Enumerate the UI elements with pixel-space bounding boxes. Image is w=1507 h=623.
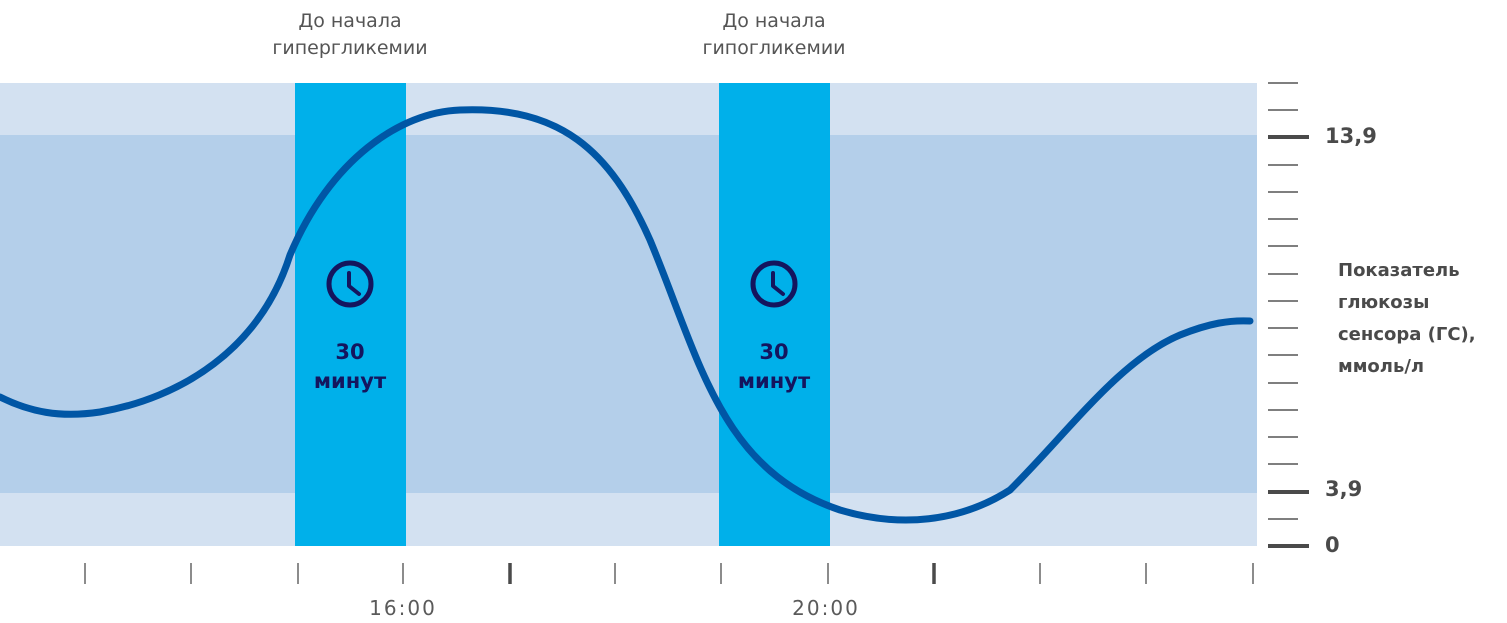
x-axis-ticks — [84, 563, 1254, 584]
y-axis-title: Показатель глюкозы сенсора (ГС), ммоль/л — [1338, 255, 1506, 383]
hyperglycemia-window-label: До начала гипергликемии — [230, 8, 470, 62]
hyperglycemia-duration-value: 30 — [335, 340, 365, 364]
x-label-20-00: 20:00 — [792, 596, 860, 620]
x-label-16-00: 16:00 — [369, 596, 437, 620]
clock-icon — [750, 260, 798, 308]
hypoglycemia-label-line1: До начала — [722, 10, 826, 32]
hypoglycemia-duration: 30 минут — [719, 338, 829, 396]
hyperglycemia-alert-window — [295, 83, 406, 546]
hyperglycemia-label-line2: гипергликемии — [272, 37, 428, 59]
y-axis-title-line2: глюкозы — [1338, 292, 1430, 313]
sensor-glucose-curve — [0, 106, 1254, 524]
hypoglycemia-duration-value: 30 — [759, 340, 789, 364]
y-axis-title-line3: сенсора (ГС), — [1338, 324, 1476, 345]
hyperglycemia-duration-unit: минут — [313, 369, 387, 393]
hyperglycemia-label-line1: До начала — [298, 10, 402, 32]
hypoglycemia-window-label: До начала гипогликемии — [654, 8, 894, 62]
target-range-band — [0, 135, 1257, 493]
hypoglycemia-alert-window — [719, 83, 830, 546]
y-label-0: 0 — [1325, 533, 1340, 557]
y-label-3-9: 3,9 — [1325, 477, 1363, 501]
hypoglycemia-label-line2: гипогликемии — [702, 37, 846, 59]
y-axis-title-line4: ммоль/л — [1338, 356, 1425, 377]
y-axis-title-line1: Показатель — [1338, 260, 1460, 281]
hyperglycemia-duration: 30 минут — [295, 338, 405, 396]
hypoglycemia-duration-unit: минут — [737, 369, 811, 393]
clock-icon — [326, 260, 374, 308]
y-axis-ticks — [1268, 82, 1309, 548]
y-label-13-9: 13,9 — [1325, 124, 1377, 148]
